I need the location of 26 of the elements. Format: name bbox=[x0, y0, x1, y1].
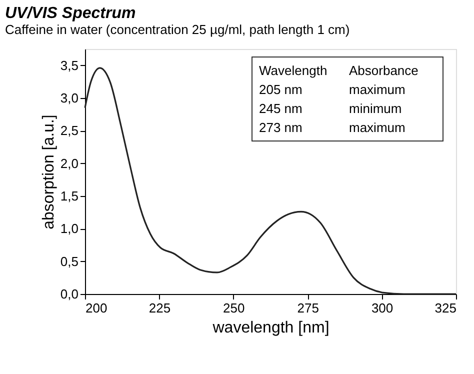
x-tick-label: 200 bbox=[86, 300, 108, 316]
chart-subtitle: Caffeine in water (concentration 25 µg/ml, path length 1 cm) bbox=[5, 22, 350, 37]
y-tick-label: 3,0 bbox=[60, 90, 78, 106]
y-tick-label: 1,5 bbox=[60, 188, 78, 204]
annotation: minimum bbox=[349, 101, 402, 116]
annotation: 273 nm bbox=[259, 120, 302, 135]
annotation: Absorbance bbox=[349, 63, 418, 78]
y-tick-label: 1,0 bbox=[60, 221, 78, 236]
chart-title: UV/VIS Spectrum bbox=[5, 5, 136, 22]
x-tick-label: 300 bbox=[371, 300, 394, 316]
annotation: 245 nm bbox=[259, 101, 302, 116]
annotation: maximum bbox=[349, 120, 406, 135]
y-axis-title: absorption [a.u.] bbox=[40, 114, 58, 230]
y-tick-label: 0,5 bbox=[60, 254, 78, 269]
y-tick-label: 0,0 bbox=[60, 286, 78, 302]
x-axis-title: wavelength [nm] bbox=[212, 320, 330, 336]
annotation: Wavelength bbox=[259, 63, 328, 78]
x-tick-label: 275 bbox=[297, 300, 319, 316]
y-tick-label: 2,0 bbox=[60, 156, 78, 171]
y-tick-label: 3,5 bbox=[60, 58, 78, 73]
x-tick-label: 225 bbox=[148, 300, 171, 316]
x-tick-label: 325 bbox=[434, 300, 456, 316]
annotation: 205 nm bbox=[259, 82, 302, 97]
x-tick-label: 250 bbox=[223, 300, 245, 316]
y-tick-label: 2,5 bbox=[60, 123, 78, 138]
annotation: maximum bbox=[349, 82, 406, 97]
